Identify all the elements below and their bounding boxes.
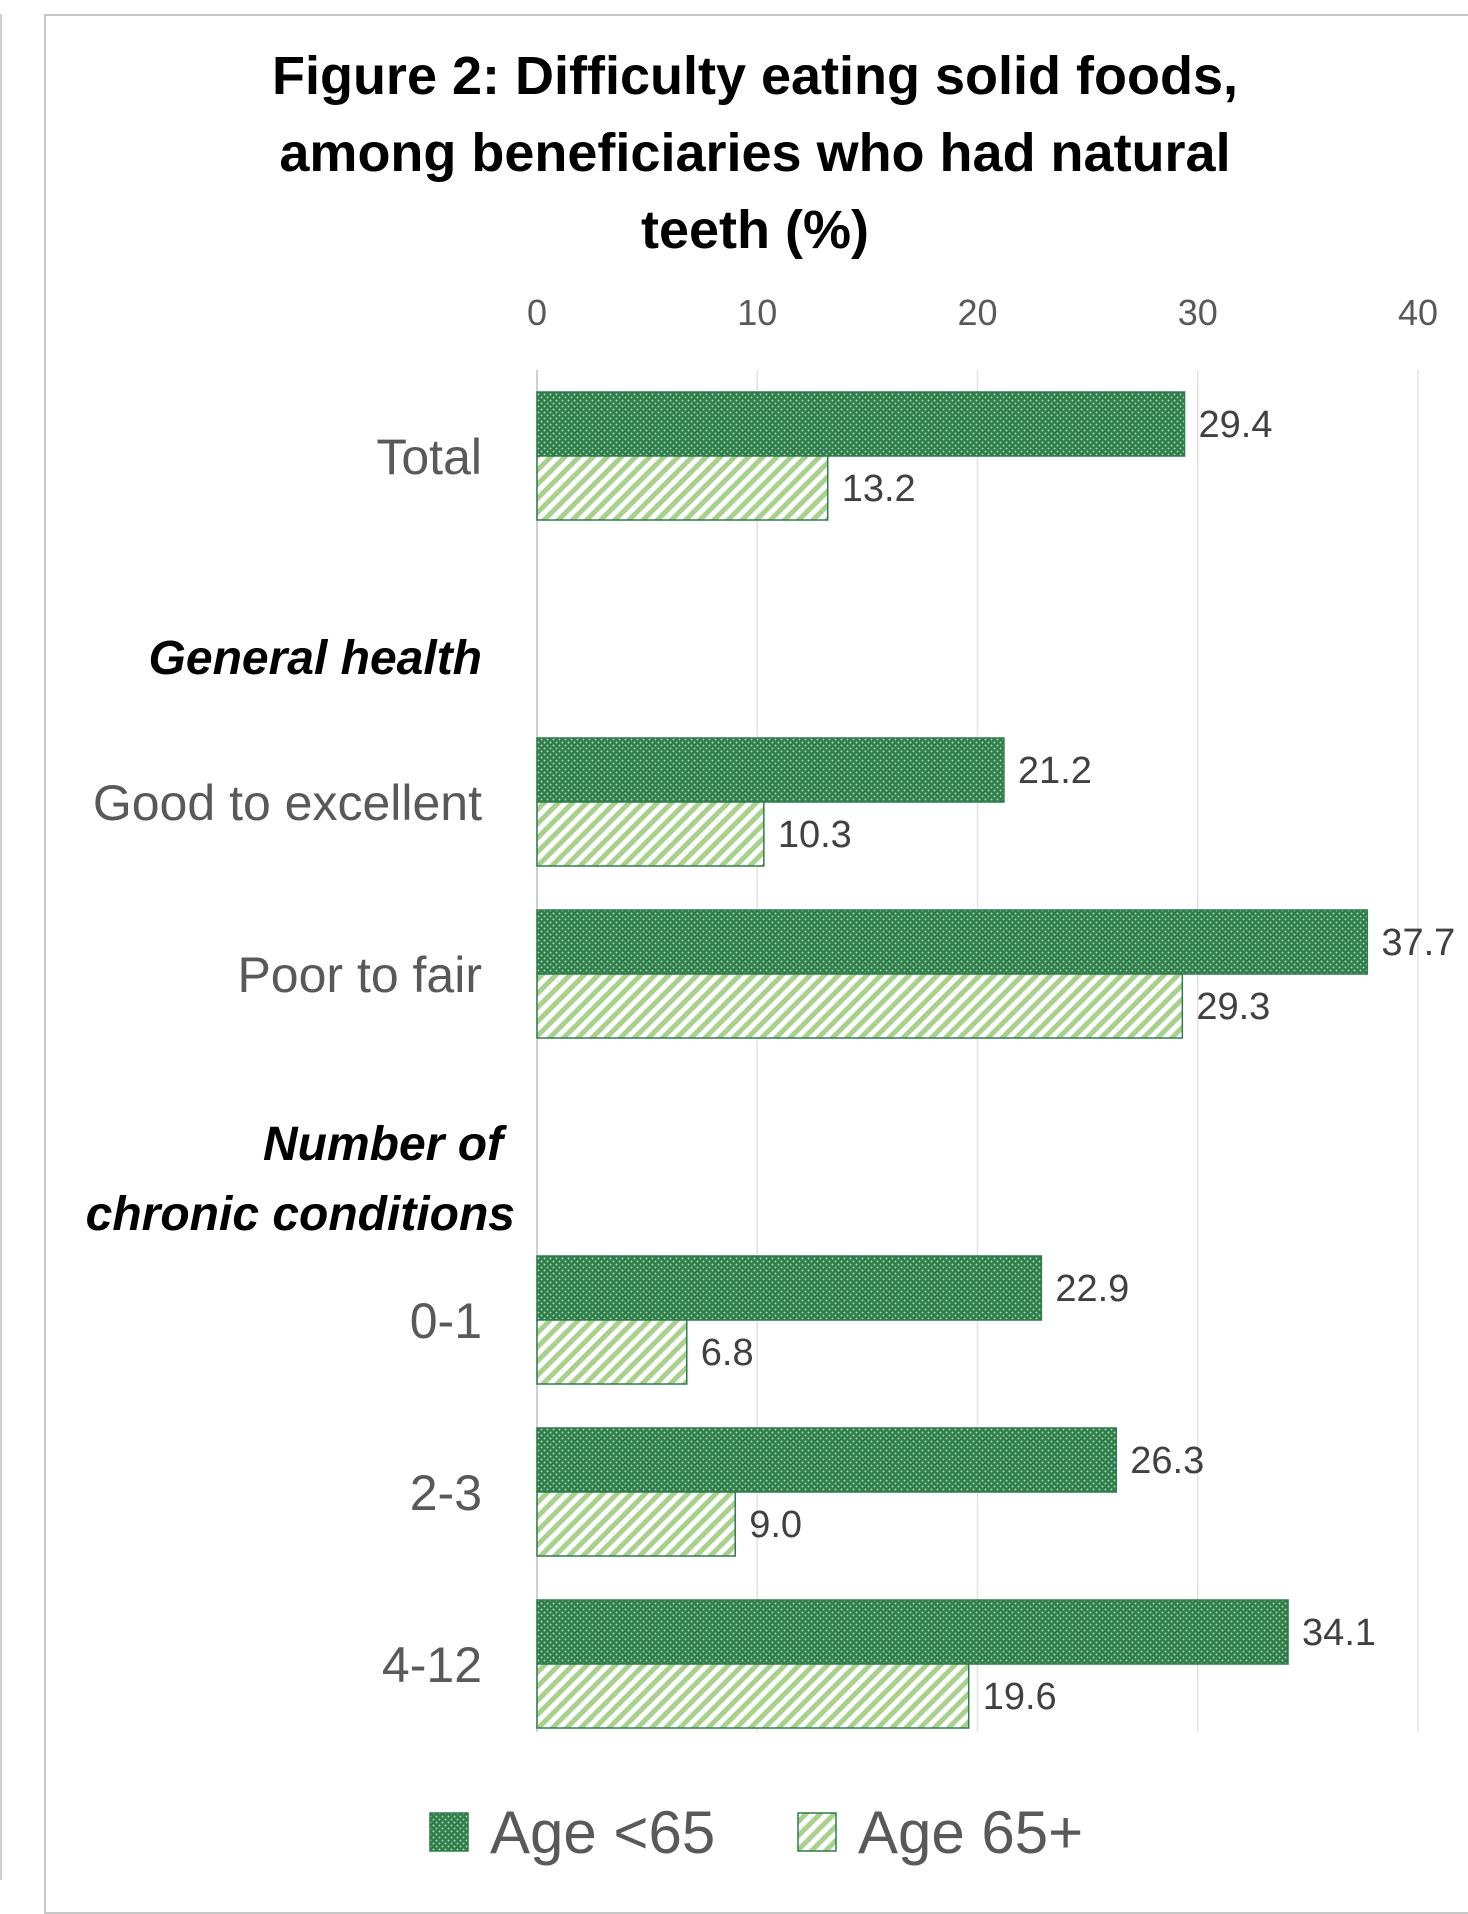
page-edge-line xyxy=(0,14,2,1880)
category-label: Total xyxy=(376,429,482,485)
bar-age-under-65 xyxy=(536,1599,1289,1665)
category-label: Poor to fair xyxy=(237,947,482,1003)
data-label: 26.3 xyxy=(1130,1440,1204,1482)
bar-age-under-65 xyxy=(536,1255,1043,1321)
category-label: 2-3 xyxy=(410,1465,482,1521)
bar-age-65-plus xyxy=(536,1663,970,1729)
x-tick-label: 30 xyxy=(1178,292,1218,333)
legend-label-age-65-plus: Age 65+ xyxy=(858,1799,1083,1866)
legend-swatch-age-under-65 xyxy=(429,1812,469,1852)
x-tick-label: 20 xyxy=(957,292,997,333)
data-label: 10.3 xyxy=(778,814,852,856)
data-label: 29.4 xyxy=(1199,404,1273,446)
bar-age-under-65 xyxy=(536,1427,1118,1493)
data-label: 37.7 xyxy=(1381,922,1455,964)
data-label: 19.6 xyxy=(983,1676,1057,1718)
category-label: Good to excellent xyxy=(93,775,482,831)
x-tick-label: 0 xyxy=(527,292,547,333)
legend-swatch-age-65-plus xyxy=(797,1812,837,1852)
x-tick-label: 40 xyxy=(1398,292,1438,333)
bar-age-65-plus xyxy=(536,801,765,867)
group-header-chronic-line1: Number of xyxy=(263,1118,507,1171)
group-header-general-health: General health xyxy=(149,632,482,685)
bar-age-65-plus xyxy=(536,973,1184,1039)
category-label: 4-12 xyxy=(382,1637,482,1693)
data-label: 6.8 xyxy=(701,1332,754,1374)
data-label: 9.0 xyxy=(749,1504,802,1546)
chart-title: Figure 2: Difficulty eating solid foods,… xyxy=(271,46,1239,260)
bar-age-65-plus xyxy=(536,455,829,521)
group-header-chronic-line2: chronic conditions xyxy=(86,1188,515,1241)
x-tick-label: 10 xyxy=(737,292,777,333)
data-label: 34.1 xyxy=(1302,1612,1376,1654)
bar-age-under-65 xyxy=(536,391,1186,457)
category-label: 0-1 xyxy=(410,1293,482,1349)
bar-age-under-65 xyxy=(536,737,1005,803)
data-label: 21.2 xyxy=(1018,750,1092,792)
data-label: 29.3 xyxy=(1196,986,1270,1028)
bar-age-65-plus xyxy=(536,1319,688,1385)
data-label: 13.2 xyxy=(842,468,916,510)
bar-age-under-65 xyxy=(536,909,1369,975)
data-label: 22.9 xyxy=(1055,1268,1129,1310)
bar-age-65-plus xyxy=(536,1491,736,1557)
legend-label-age-under-65: Age <65 xyxy=(490,1799,715,1866)
